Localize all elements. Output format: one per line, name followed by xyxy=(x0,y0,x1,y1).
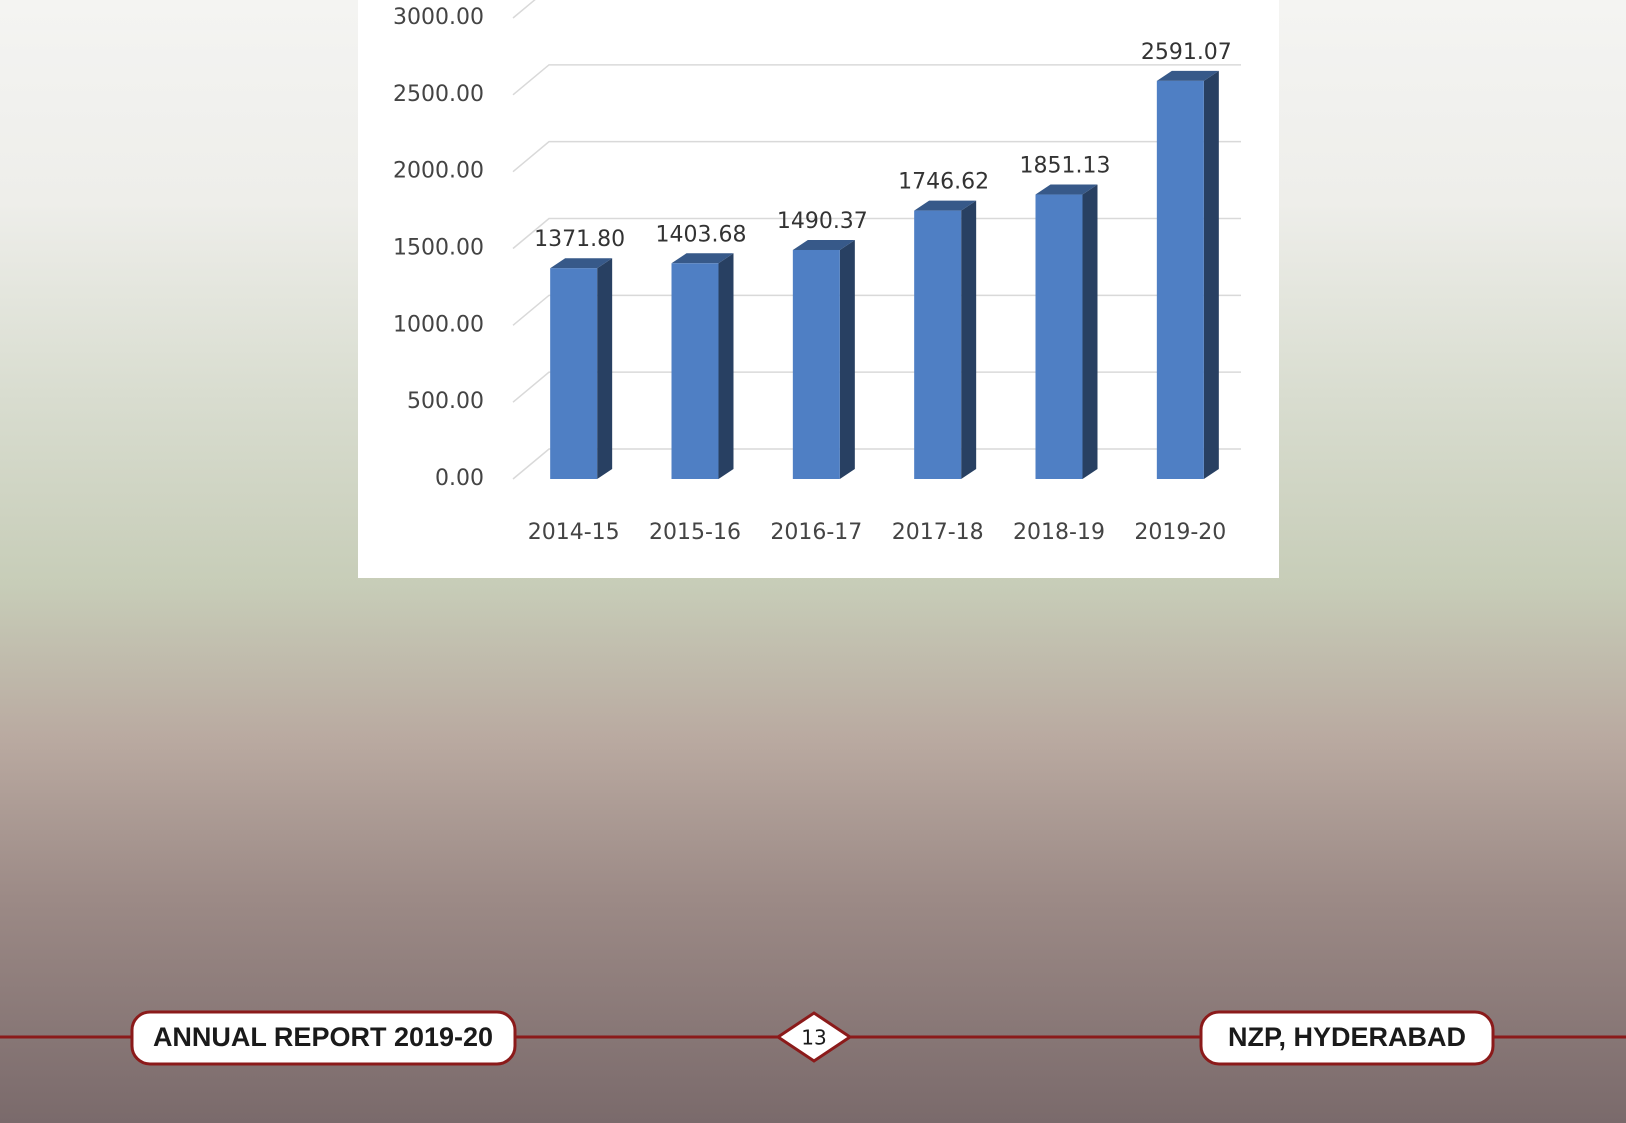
bar xyxy=(914,210,962,479)
bar-top xyxy=(1035,184,1098,195)
y-tick-label: 2000.00 xyxy=(393,159,484,184)
bar-side xyxy=(597,258,613,479)
bar-top xyxy=(792,239,855,250)
grid-line xyxy=(512,448,1241,480)
y-tick-label: 0.00 xyxy=(435,466,484,491)
y-tick-label: 1500.00 xyxy=(393,236,484,261)
bar-top xyxy=(671,253,734,264)
page-number: 13 xyxy=(801,1026,826,1050)
bar xyxy=(1035,194,1083,479)
data-label: 1403.68 xyxy=(656,222,747,247)
data-label: 1851.13 xyxy=(1020,154,1111,179)
footer-left: ANNUAL REPORT 2019-20 xyxy=(153,1022,493,1052)
x-tick-label: 2016-17 xyxy=(770,520,862,545)
bar-side xyxy=(1203,70,1219,479)
data-label: 1746.62 xyxy=(898,170,989,195)
y-tick-label: 1000.00 xyxy=(393,312,484,337)
data-label: 1490.37 xyxy=(777,209,868,234)
y-tick-label: 500.00 xyxy=(407,389,484,414)
bar-side xyxy=(961,200,977,479)
bar-top xyxy=(914,200,977,211)
y-tick-label: 3000.00 xyxy=(393,5,484,30)
bar xyxy=(792,249,840,479)
bar xyxy=(671,263,719,479)
x-tick-label: 2018-19 xyxy=(1013,520,1105,545)
y-tick-label: 2500.00 xyxy=(393,82,484,107)
footer-right-box xyxy=(1199,1010,1495,1066)
bar-top xyxy=(550,258,613,269)
footer-left-box xyxy=(130,1010,517,1066)
x-tick-label: 2019-20 xyxy=(1134,520,1226,545)
bar xyxy=(1156,80,1204,479)
x-tick-label: 2015-16 xyxy=(649,520,741,545)
grid-line xyxy=(512,140,1241,173)
bar-side xyxy=(1082,184,1098,479)
data-label: 1371.80 xyxy=(534,227,625,252)
grid-line xyxy=(512,294,1241,326)
bar-top xyxy=(1156,70,1219,81)
bar-side xyxy=(718,253,734,479)
bar-side xyxy=(839,239,855,479)
page-badge xyxy=(775,1011,853,1063)
footer-right: NZP, HYDERABAD xyxy=(1228,1022,1466,1052)
bar xyxy=(550,268,598,479)
x-tick-label: 2014-15 xyxy=(528,520,620,545)
grid-line xyxy=(512,0,536,19)
grid-line xyxy=(512,64,1241,96)
data-label: 2591.07 xyxy=(1141,40,1232,65)
grid-line xyxy=(512,371,1241,403)
grid-line xyxy=(512,217,1241,250)
x-tick-label: 2017-18 xyxy=(892,520,984,545)
